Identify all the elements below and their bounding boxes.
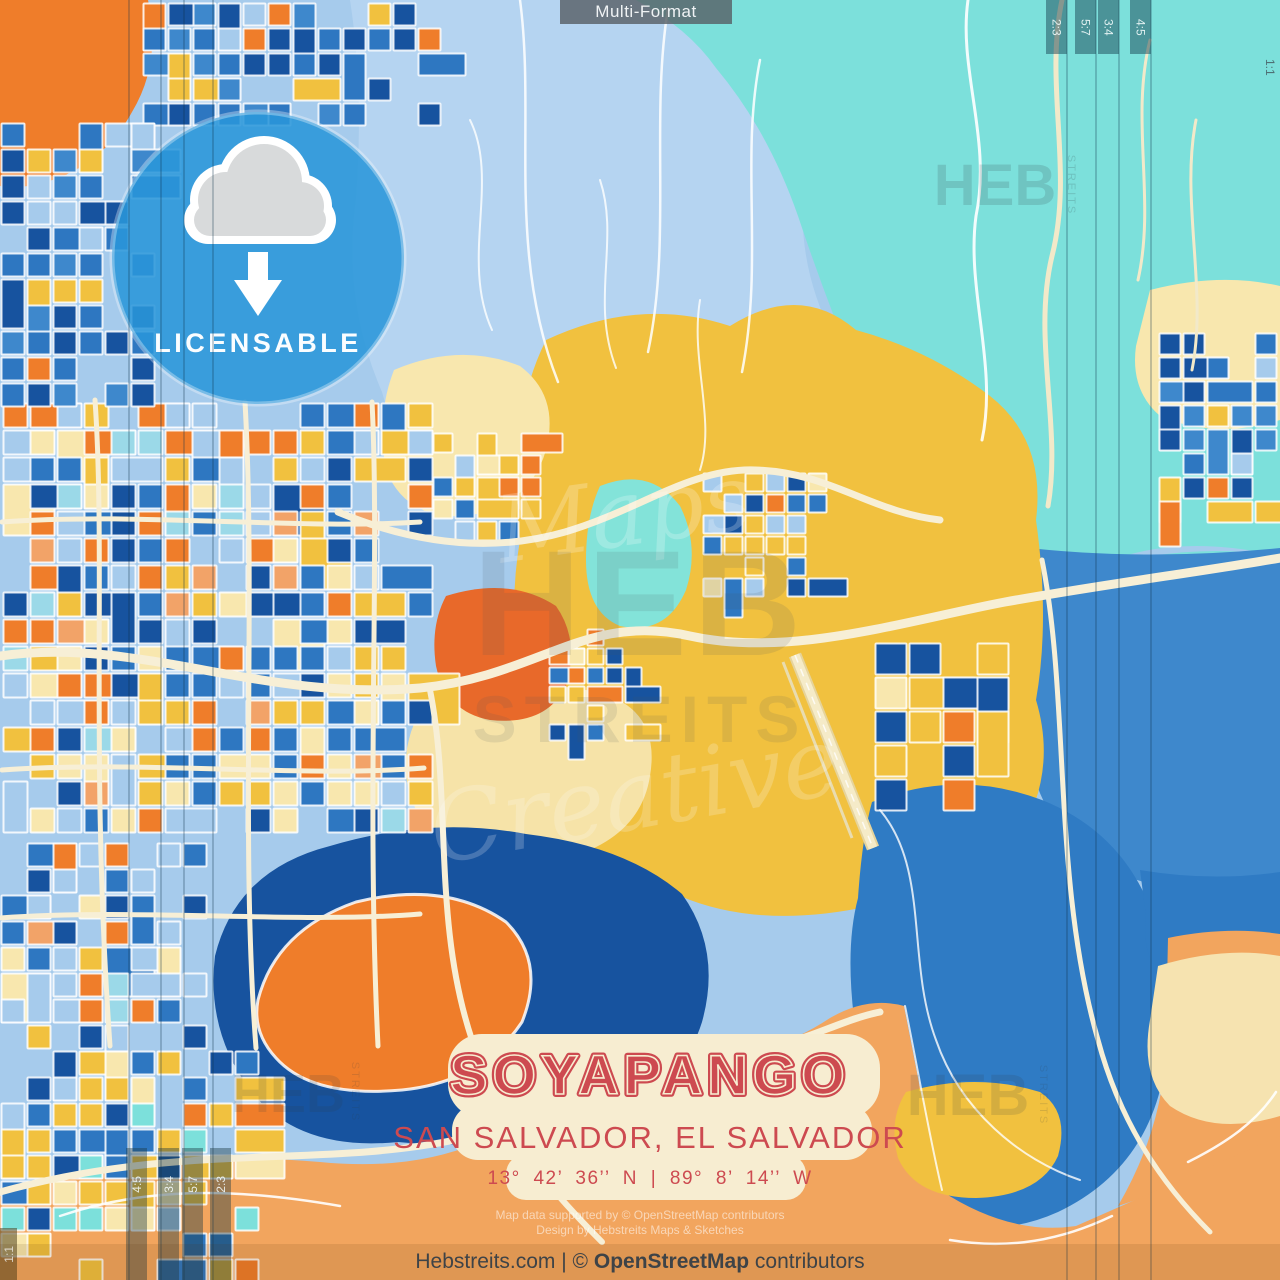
footer-site: Hebstreits.com	[415, 1250, 556, 1273]
crop-ratio-label: 2:3	[1049, 18, 1064, 36]
crop-ratio-strip-2-3: 2:3	[210, 1148, 231, 1280]
footer-separator: | ©	[555, 1250, 594, 1273]
airport-runway	[781, 652, 880, 851]
crop-ratio-strip-4-5: 4:5	[126, 1148, 147, 1280]
licensable-badge: LICENSABLE	[109, 109, 407, 407]
footer-bar	[0, 1244, 1280, 1280]
watermark-block-top: HEB	[473, 519, 808, 687]
city-title: SOYAPANGO	[450, 1043, 850, 1106]
crop-ratio-label: 2:3	[213, 1176, 228, 1193]
title-block: SOYAPANGO SOYAPANGO SAN SALVADOR, EL SAL…	[393, 1034, 906, 1200]
crop-ratio-label: 3:4	[1101, 18, 1116, 36]
watermark-corner-side: STREITS	[1065, 155, 1077, 215]
licensable-label: LICENSABLE	[154, 328, 362, 358]
cloud-download-icon	[184, 136, 336, 316]
city-title-inline: SOYAPANGO	[450, 1043, 850, 1106]
footer-osm: OpenStreetMap	[593, 1250, 750, 1273]
title-plate	[448, 1034, 880, 1200]
watermark-corner-main: HEB	[231, 1064, 345, 1124]
crop-ratio-label: 5:7	[1078, 18, 1093, 36]
multi-format-badge: Multi-Format	[560, 0, 732, 24]
footer-credit: Hebstreits.com | © OpenStreetMap contrib…	[0, 1250, 1280, 1274]
crop-ratio-1-1-right: 1:1	[1262, 40, 1278, 94]
crop-ratio-label: 5:7	[185, 1176, 200, 1193]
crop-ratio-strip-2-3: 2:3	[1046, 0, 1067, 54]
crop-ratio-strip-3-4: 3:4	[158, 1148, 179, 1280]
crop-ratio-strip-3-4: 3:4	[1098, 0, 1119, 54]
coordinates-label: 13° 42’ 36’’ N | 89° 8’ 14’’ W	[487, 1168, 812, 1189]
region-subtitle: SAN SALVADOR, EL SALVADOR	[393, 1120, 906, 1155]
watermark-corner-side: STREITS	[349, 1062, 361, 1122]
crop-ratio-1-1-left: 1:1	[0, 1228, 17, 1280]
crop-ratio-label: 3:4	[161, 1176, 176, 1193]
multi-format-label: Multi-Format	[595, 2, 697, 21]
crop-ratio-strip-5-7: 5:7	[1075, 0, 1096, 54]
crop-ratio-label: 4:5	[1133, 18, 1148, 36]
crop-ratio-strip-4-5: 4:5	[1130, 0, 1151, 54]
watermark-corner-main: HEB	[907, 1063, 1029, 1128]
watermark-corner-main: HEB	[934, 153, 1056, 218]
footer-tail: contributors	[749, 1250, 865, 1273]
watermark-block-mid: STREITS	[473, 682, 808, 756]
attribution-line2: Design by Hebstreits Maps & Sketches	[536, 1223, 744, 1237]
attribution-line1: Map data supported by © OpenStreetMap co…	[495, 1208, 785, 1222]
down-arrow-icon	[234, 252, 282, 316]
watermark-corner-side: STREITS	[1037, 1065, 1049, 1125]
crop-guide-lines	[128, 0, 1152, 1280]
crop-ratio-label: 4:5	[129, 1176, 144, 1193]
map-attribution: Map data supported by © OpenStreetMap co…	[0, 1208, 1280, 1238]
crop-ratio-label: 1:1	[1263, 58, 1277, 76]
crop-ratio-strip-5-7: 5:7	[182, 1148, 203, 1280]
